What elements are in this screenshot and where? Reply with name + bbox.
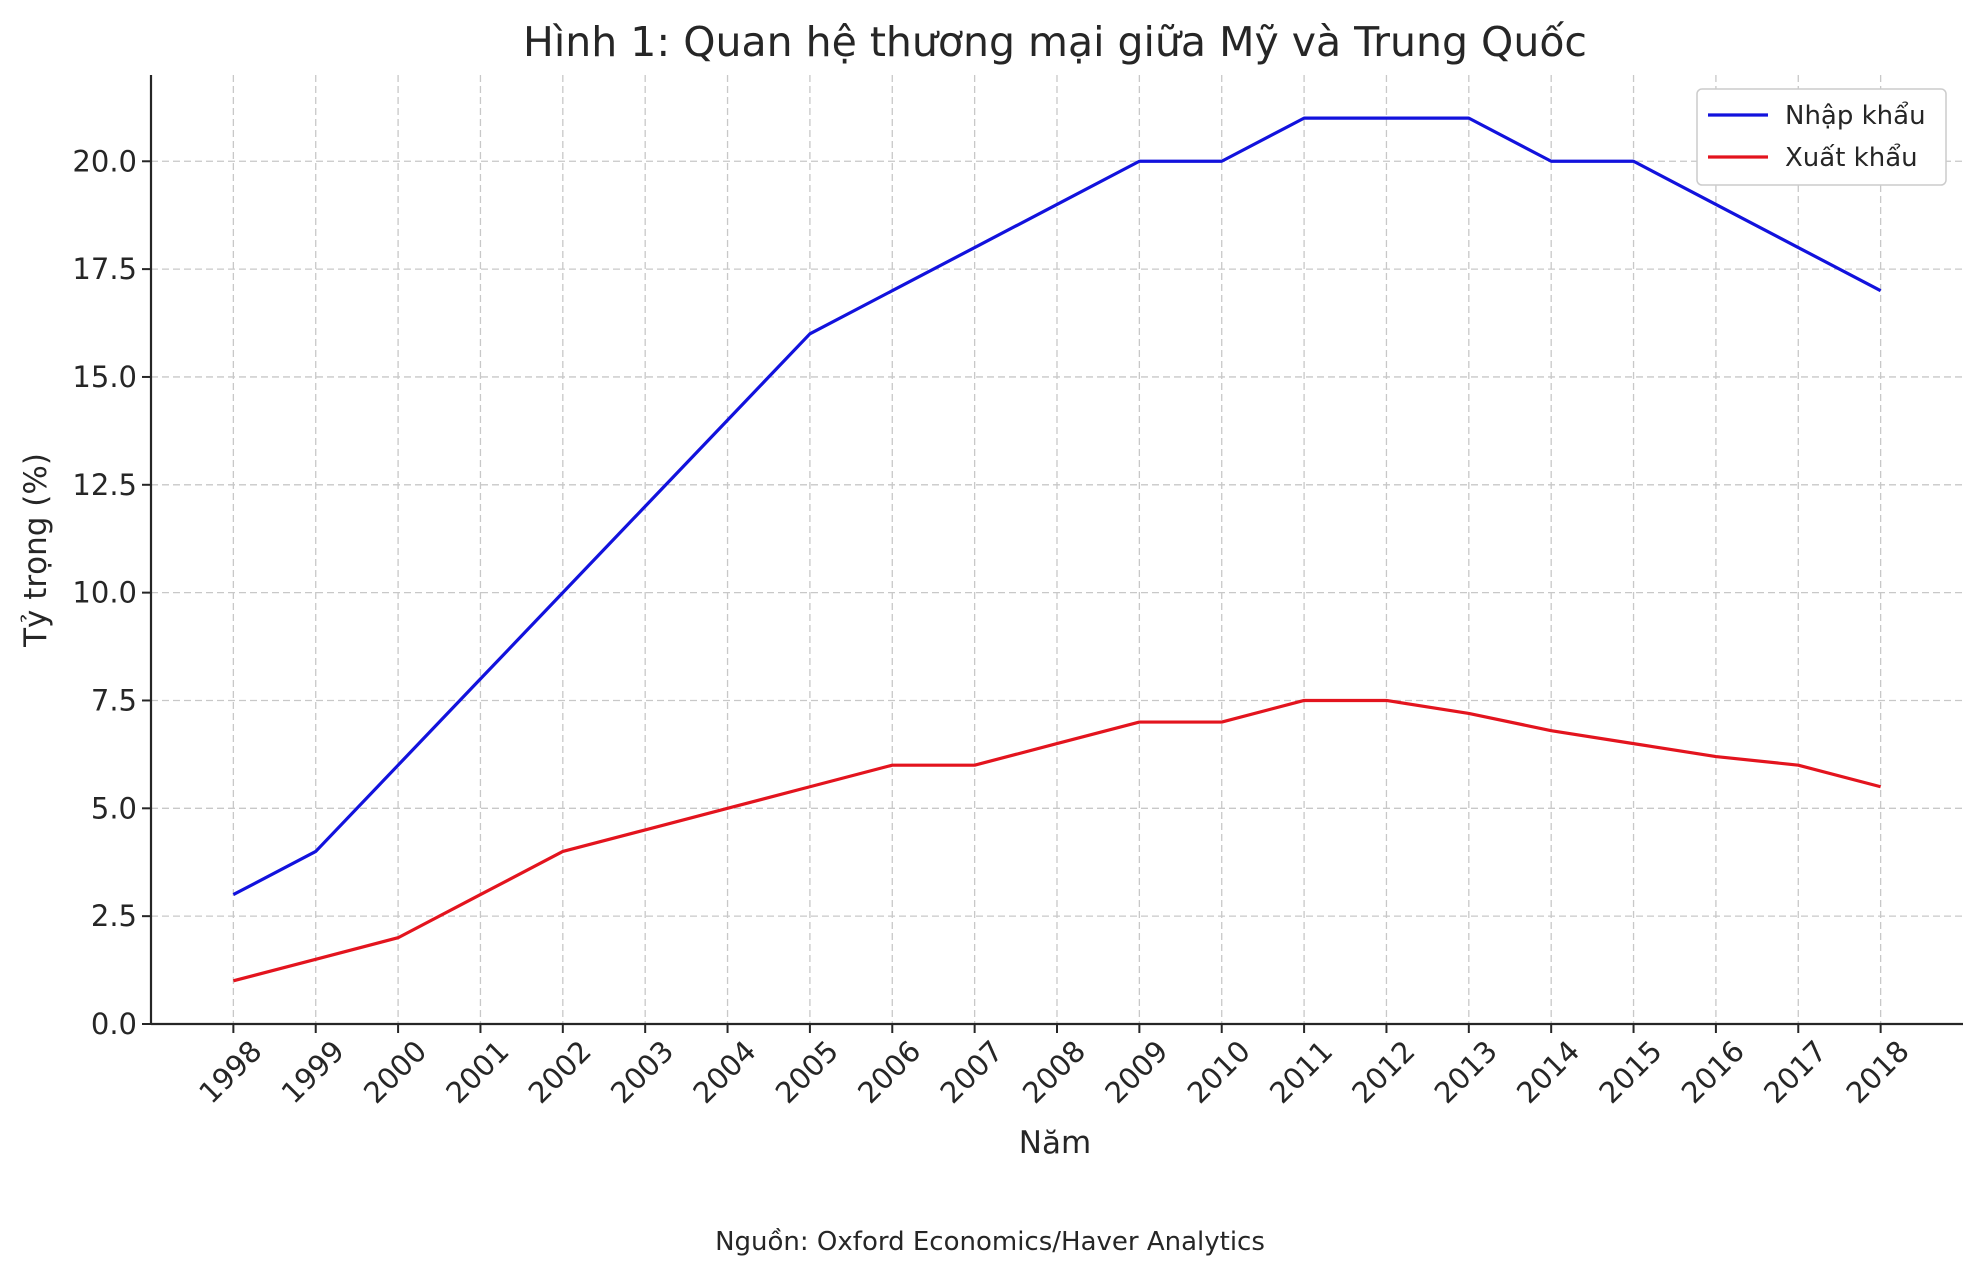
y-tick-label: 15.0 (72, 360, 137, 394)
x-tick-label: 2013 (1428, 1034, 1504, 1110)
x-tick-label: 2006 (851, 1034, 927, 1110)
x-tick-label: 2017 (1757, 1034, 1833, 1110)
legend-box (1696, 88, 1947, 186)
series-line-exports (232, 698, 1882, 983)
y-tick-label: 2.5 (91, 899, 137, 933)
x-tick-label: 2001 (439, 1034, 515, 1110)
series-line-imports (232, 116, 1882, 897)
x-tick-label: 2009 (1098, 1034, 1174, 1110)
x-tick-label: 2011 (1263, 1034, 1339, 1110)
tick-labels: 1998 1999 2000 2001 2002 2003 2004 2005 2006 2007… (72, 144, 1915, 1110)
grid (151, 75, 1963, 1025)
x-tick-label: 1998 (192, 1034, 268, 1110)
x-tick-label: 2000 (357, 1034, 433, 1110)
x-tick-label: 2012 (1345, 1034, 1421, 1110)
x-tick-label: 2016 (1675, 1034, 1751, 1110)
series-lines (232, 116, 1882, 983)
source-note: Nguồn: Oxford Economics/Haver Analytics (715, 1227, 1265, 1257)
y-tick-label: 0.0 (91, 1007, 137, 1041)
chart-title: Hình 1: Quan hệ thương mại giữa Mỹ và Tr… (523, 18, 1587, 66)
y-tick-label: 12.5 (72, 468, 137, 502)
x-tick-label: 2005 (769, 1034, 845, 1110)
y-axis-label: Tỷ trọng (%) (18, 453, 54, 648)
y-tick-label: 10.0 (72, 576, 137, 610)
x-tick-label: 1999 (275, 1034, 351, 1110)
y-tick-label: 7.5 (91, 683, 137, 717)
legend-label-exports: Xuất khẩu (1785, 142, 1918, 173)
x-tick-label: 2015 (1592, 1034, 1668, 1110)
y-tick-label: 5.0 (91, 791, 137, 825)
y-tick-label: 20.0 (72, 144, 137, 178)
legend-label-imports: Nhập khẩu (1785, 100, 1926, 131)
y-tick-label: 17.5 (72, 252, 137, 286)
legend: Nhập khẩu Xuất khẩu (1696, 88, 1947, 186)
x-tick-label: 2002 (522, 1034, 598, 1110)
x-tick-label: 2014 (1510, 1034, 1586, 1110)
x-tick-label: 2008 (1016, 1034, 1092, 1110)
x-tick-label: 2007 (934, 1034, 1010, 1110)
x-tick-label: 2010 (1181, 1034, 1257, 1110)
x-tick-label: 2018 (1840, 1034, 1916, 1110)
x-axis-label: Năm (1019, 1125, 1091, 1161)
x-tick-label: 2003 (604, 1034, 680, 1110)
x-tick-label: 2004 (686, 1034, 762, 1110)
